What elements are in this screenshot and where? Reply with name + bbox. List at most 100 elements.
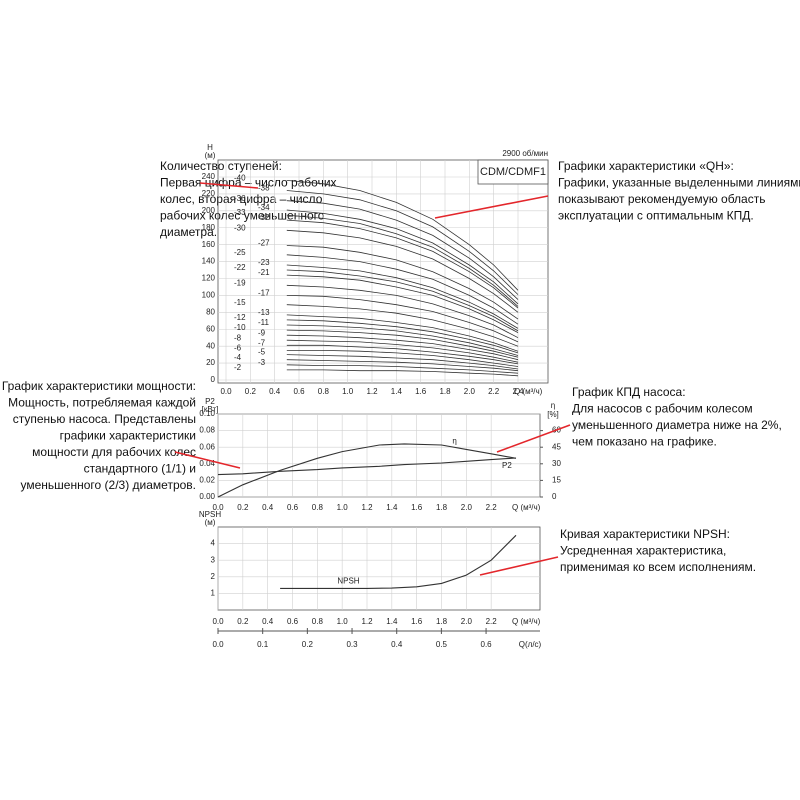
y-tick-label: 80 — [206, 307, 215, 316]
x-tick-label: 0.4 — [262, 503, 274, 512]
x-tick-label: 1.6 — [415, 387, 427, 396]
series-line — [286, 274, 519, 333]
annotation-text: Графики характеристики «QH»: — [558, 159, 734, 173]
x-tick-label: 0.6 — [293, 387, 305, 396]
x-tick-label: 2.4 — [512, 387, 524, 396]
x-tick-label: 0.6 — [287, 617, 299, 626]
pointer-line — [479, 556, 559, 576]
annotation-text: рабочих колес уменьшенного — [160, 209, 325, 223]
x-tick-label: 2.0 — [461, 617, 473, 626]
series-line — [286, 264, 519, 329]
x-tick-label: 1.8 — [439, 387, 451, 396]
y2-tick-label: 0 — [552, 492, 557, 501]
series-label: -11 — [258, 318, 270, 327]
x-tick-label: 1.0 — [342, 387, 354, 396]
annotation-text: Мощность, потребляемая каждой — [8, 396, 196, 410]
pointer-line — [199, 182, 259, 189]
series-line — [286, 269, 519, 332]
y-axis-unit: [кВт] — [202, 405, 219, 414]
y2-tick-label: 15 — [552, 476, 561, 485]
x2-tick-label: 0.3 — [346, 640, 358, 649]
series-line — [217, 443, 517, 498]
x-tick-label: 1.0 — [337, 503, 349, 512]
series-label: -4 — [234, 353, 242, 362]
annotation-text: диаметра. — [160, 225, 217, 239]
series-line — [286, 329, 519, 358]
y-axis-label: H — [207, 143, 213, 152]
series-label: -12 — [234, 313, 246, 322]
x-tick-label: 2.2 — [488, 387, 500, 396]
x-axis-label: Q (м³/ч) — [514, 387, 543, 396]
plot-frame — [217, 159, 549, 384]
series-label: -10 — [234, 323, 246, 332]
y-tick-label: 0.02 — [199, 476, 215, 485]
series-line — [286, 344, 519, 365]
series-line — [286, 229, 519, 313]
series-label: -2 — [234, 363, 242, 372]
pointer-line — [496, 424, 571, 453]
series-line — [286, 339, 519, 363]
series-label: -25 — [234, 248, 246, 257]
pointer-line — [434, 195, 549, 219]
y-tick-label: 4 — [211, 539, 216, 548]
series-line — [286, 190, 519, 295]
x-tick-label: 0.2 — [237, 617, 249, 626]
y-tick-label: 40 — [206, 341, 215, 350]
y-tick-label: 0.10 — [199, 409, 215, 418]
annotation-text: Графики, указанные выделенными линиями, — [558, 176, 800, 190]
series-line — [286, 364, 519, 374]
series-label: -7 — [258, 338, 266, 347]
plot-frame — [217, 526, 541, 611]
annotation-text: графики характеристики — [60, 429, 196, 443]
y-tick-label: 100 — [202, 291, 216, 300]
x-tick-label: 0.2 — [237, 503, 249, 512]
x-tick-label: 2.2 — [486, 617, 498, 626]
x-tick-label: 0.4 — [269, 387, 281, 396]
x2-tick-label: 0.4 — [391, 640, 403, 649]
x-tick-label: 0.8 — [312, 617, 324, 626]
series-label: -5 — [258, 348, 266, 357]
y-tick-label: 20 — [206, 358, 215, 367]
series-label: -23 — [258, 258, 270, 267]
y-tick-label: 180 — [202, 223, 216, 232]
y-tick-label: 0.08 — [199, 426, 215, 435]
annotation-text: чем показано на графике. — [572, 435, 717, 449]
series-line — [286, 319, 519, 354]
series-line — [286, 214, 519, 307]
annotation-text: Для насосов с рабочим колесом — [572, 402, 753, 416]
series-label: -3 — [258, 358, 266, 367]
annotation-text: уменьшенного (2/3) диаметров. — [21, 478, 196, 492]
series-line — [286, 369, 519, 377]
series-line — [286, 219, 519, 309]
series-line — [286, 200, 519, 300]
y-tick-label: 60 — [206, 324, 215, 333]
x-tick-label: 1.2 — [366, 387, 378, 396]
series-label: η — [452, 437, 456, 446]
x2-axis-label: Q(л/с) — [519, 640, 542, 649]
speed-label: 2900 об/мин — [502, 149, 548, 158]
x2-tick-label: 0.6 — [481, 640, 493, 649]
series-line — [217, 457, 517, 476]
y2-tick-label: 30 — [552, 459, 561, 468]
x-tick-label: 1.6 — [411, 503, 423, 512]
y2-axis-unit: [%] — [547, 410, 559, 419]
series-line — [286, 209, 519, 305]
annotation-text: уменьшенного диаметра ниже на 2%, — [572, 418, 782, 432]
annotation-text: График характеристики мощности: — [2, 379, 196, 393]
series-line — [286, 350, 519, 367]
x-tick-label: 1.8 — [436, 503, 448, 512]
series-label: -38 — [258, 184, 270, 193]
x-tick-label: 0.6 — [287, 503, 299, 512]
x-tick-label: 2.0 — [461, 503, 473, 512]
series-line — [286, 254, 519, 325]
y-tick-label: 140 — [202, 257, 216, 266]
x-tick-label: 1.2 — [361, 617, 373, 626]
pointer-line — [174, 451, 241, 469]
x2-tick-label: 0.0 — [212, 640, 224, 649]
series-line — [286, 245, 519, 320]
y-tick-label: 2 — [211, 572, 216, 581]
y-tick-label: 240 — [202, 172, 216, 181]
annotation-text: Первая цифра – число рабочих — [160, 176, 337, 190]
annotation-text: Кривая характеристики NPSH: — [560, 527, 730, 541]
y-tick-label: 0 — [211, 375, 216, 384]
